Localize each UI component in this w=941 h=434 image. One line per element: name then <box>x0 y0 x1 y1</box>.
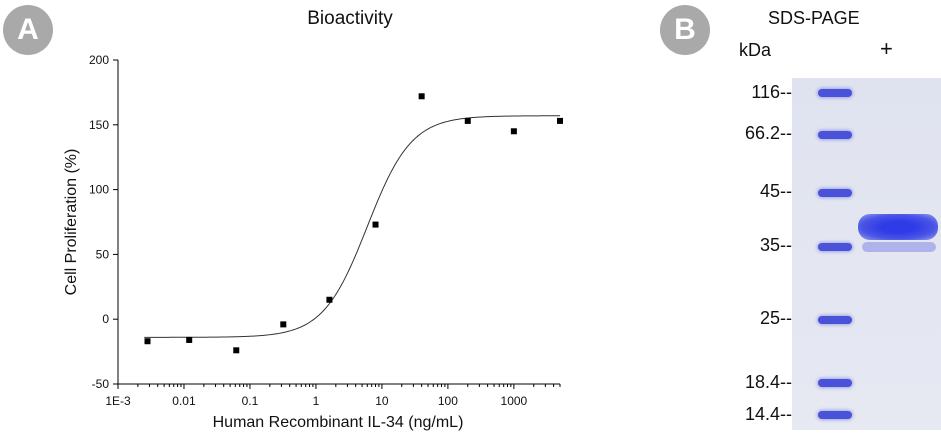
x-tick-label: 0.01 <box>172 394 196 408</box>
x-tick-label: 1000 <box>501 394 528 408</box>
data-point <box>233 347 240 354</box>
marker-label: 66.2-- <box>744 123 792 143</box>
y-tick-label: -50 <box>92 377 110 391</box>
marker-label: 25-- <box>759 308 792 328</box>
marker-label: 45-- <box>759 181 792 201</box>
y-tick-label: 100 <box>89 183 109 197</box>
data-points <box>144 93 563 354</box>
y-tick-label: 50 <box>96 247 110 261</box>
chart-ticks: -50 0 50 100 150 200 1E-3 0.01 0.1 1 10 100 1000 <box>89 53 561 408</box>
marker-band <box>818 316 852 324</box>
data-point <box>186 336 193 343</box>
x-tick-label: 100 <box>438 394 458 408</box>
gel-title: SDS-PAGE <box>768 8 860 28</box>
marker-label: 35-- <box>759 235 792 255</box>
data-point <box>144 338 151 345</box>
marker-band <box>818 131 852 139</box>
panel-b-badge: B <box>660 5 710 55</box>
marker-band <box>818 379 852 387</box>
marker-band <box>818 89 852 97</box>
data-point <box>557 117 563 124</box>
marker-band <box>818 243 852 251</box>
panel-a-badge: A <box>3 5 53 55</box>
marker-label: 18.4-- <box>744 372 792 392</box>
sample-band-shadow <box>862 242 936 252</box>
sample-band <box>858 214 938 240</box>
fit-curve <box>144 115 561 338</box>
gel-unit-label: kDa <box>739 40 772 60</box>
data-point <box>510 128 517 135</box>
x-tick-label: 0.1 <box>242 394 259 408</box>
bioactivity-chart: -50 0 50 100 150 200 1E-3 0.01 0.1 1 10 100 1000 Hum… <box>63 53 563 431</box>
marker-label: 14.4-- <box>744 404 792 424</box>
x-tick-label: 1E-3 <box>105 394 131 408</box>
marker-labels: 116-- 66.2-- 45-- 35-- 25-- 18.4-- 14.4-… <box>700 78 792 430</box>
data-point <box>464 117 471 124</box>
gel-image <box>792 78 941 430</box>
x-tick-label: 10 <box>375 394 389 408</box>
y-tick-label: 200 <box>89 53 109 67</box>
y-tick-label: 150 <box>89 118 109 132</box>
data-point <box>372 221 379 228</box>
marker-label: 116-- <box>751 82 792 102</box>
data-point <box>280 321 287 328</box>
marker-band <box>818 411 852 419</box>
x-axis-label: Human Recombinant IL-34 (ng/mL) <box>213 414 464 431</box>
chart-title: Bioactivity <box>307 8 393 29</box>
lane-label: + <box>880 36 893 61</box>
y-axis-label: Cell Proliferation (%) <box>63 149 80 296</box>
data-point <box>418 93 425 100</box>
x-tick-label: 1 <box>313 394 320 408</box>
y-tick-label: 0 <box>102 312 109 326</box>
chart-axes <box>117 60 560 385</box>
data-point <box>326 296 333 303</box>
marker-band <box>818 189 852 197</box>
